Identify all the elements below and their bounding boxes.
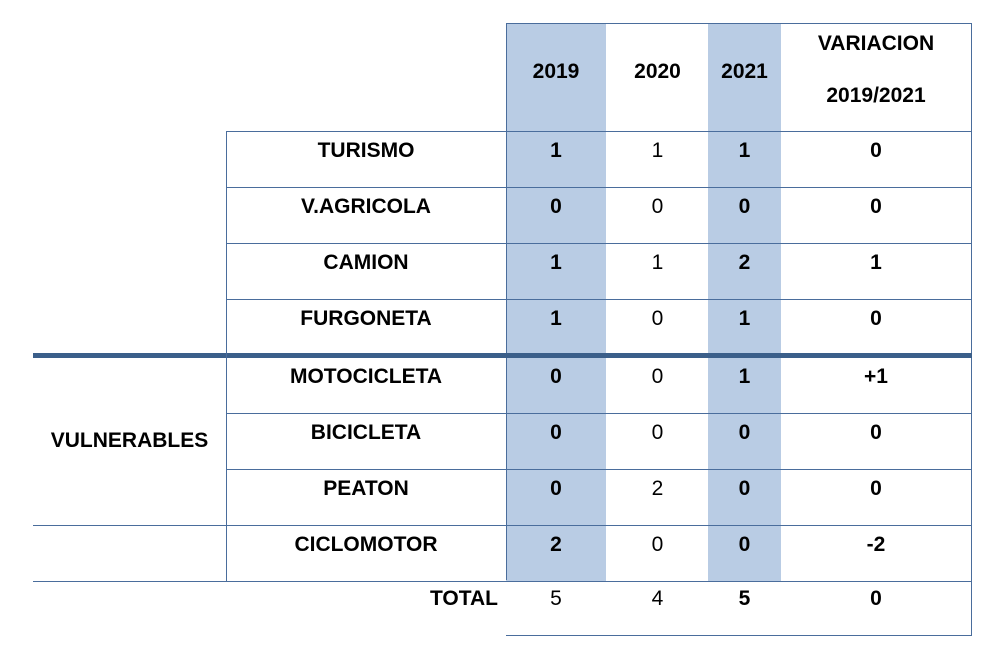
cell-2019: 1 — [550, 139, 562, 162]
row-label: TURISMO — [317, 139, 415, 162]
header-variation-title: VARIACION — [817, 32, 935, 55]
total-label: TOTAL — [429, 587, 498, 610]
header-2019: 2019 — [532, 60, 580, 83]
cell-2021: 0 — [738, 195, 751, 218]
row-rule — [226, 243, 972, 244]
cell-2019: 0 — [550, 421, 562, 444]
total-2020: 4 — [651, 587, 664, 610]
cell-2019: 2 — [550, 533, 562, 556]
row-rule — [226, 469, 972, 470]
cell-2021: 2 — [738, 251, 751, 274]
cell-2020: 1 — [651, 251, 664, 274]
row-rule — [226, 413, 972, 414]
cell-variation: 0 — [870, 477, 882, 500]
cell-2020: 0 — [651, 307, 664, 330]
cell-2020: 0 — [651, 365, 664, 388]
cell-2020: 1 — [651, 139, 664, 162]
row-rule — [226, 131, 972, 132]
cell-variation: -2 — [866, 533, 886, 556]
cell-variation: +1 — [864, 365, 888, 388]
cell-2021: 1 — [738, 307, 751, 330]
row-label: FURGONETA — [300, 307, 432, 330]
header-top-rule — [506, 23, 972, 24]
column-2019-highlight — [506, 24, 606, 581]
cell-2020: 2 — [651, 477, 664, 500]
cell-2020: 0 — [651, 533, 664, 556]
total-variation: 0 — [870, 587, 882, 610]
cell-2019: 1 — [550, 307, 562, 330]
total-2021: 5 — [738, 587, 751, 610]
header-2021: 2021 — [721, 60, 768, 83]
cell-variation: 0 — [870, 139, 882, 162]
col-rule-1 — [506, 23, 507, 580]
row-label: V.AGRICOLA — [301, 195, 431, 218]
row-label: MOTOCICLETA — [289, 365, 443, 388]
cell-2021: 0 — [738, 477, 751, 500]
table-bottom-rule — [506, 635, 972, 636]
group-separator — [33, 353, 972, 358]
cell-2019: 1 — [550, 251, 562, 274]
col-rule-right — [971, 23, 972, 635]
cell-2020: 0 — [651, 195, 664, 218]
label-col-rule — [226, 131, 227, 581]
cell-2021: 0 — [738, 421, 751, 444]
cell-2020: 0 — [651, 421, 664, 444]
row-rule — [33, 581, 972, 582]
header-variation-range: 2019/2021 — [826, 84, 926, 107]
row-label: BICICLETA — [310, 421, 422, 444]
cell-2021: 1 — [738, 139, 751, 162]
cell-variation: 1 — [870, 251, 882, 274]
cell-variation: 0 — [870, 307, 882, 330]
row-rule — [33, 525, 972, 526]
cell-2021: 0 — [738, 533, 751, 556]
row-label: CAMION — [323, 251, 409, 274]
row-rule — [226, 299, 972, 300]
cell-2019: 0 — [550, 195, 562, 218]
cell-2019: 0 — [550, 477, 562, 500]
group-label-vulnerables: VULNERABLES — [50, 429, 209, 452]
cell-2021: 1 — [738, 365, 751, 388]
cell-2019: 0 — [550, 365, 562, 388]
total-2019: 5 — [550, 587, 562, 610]
row-label: PEATON — [323, 477, 409, 500]
row-label: CICLOMOTOR — [294, 533, 438, 556]
header-2020: 2020 — [634, 60, 681, 83]
row-rule — [226, 187, 972, 188]
cell-variation: 0 — [870, 195, 882, 218]
cell-variation: 0 — [870, 421, 882, 444]
column-2021-highlight — [708, 24, 781, 581]
